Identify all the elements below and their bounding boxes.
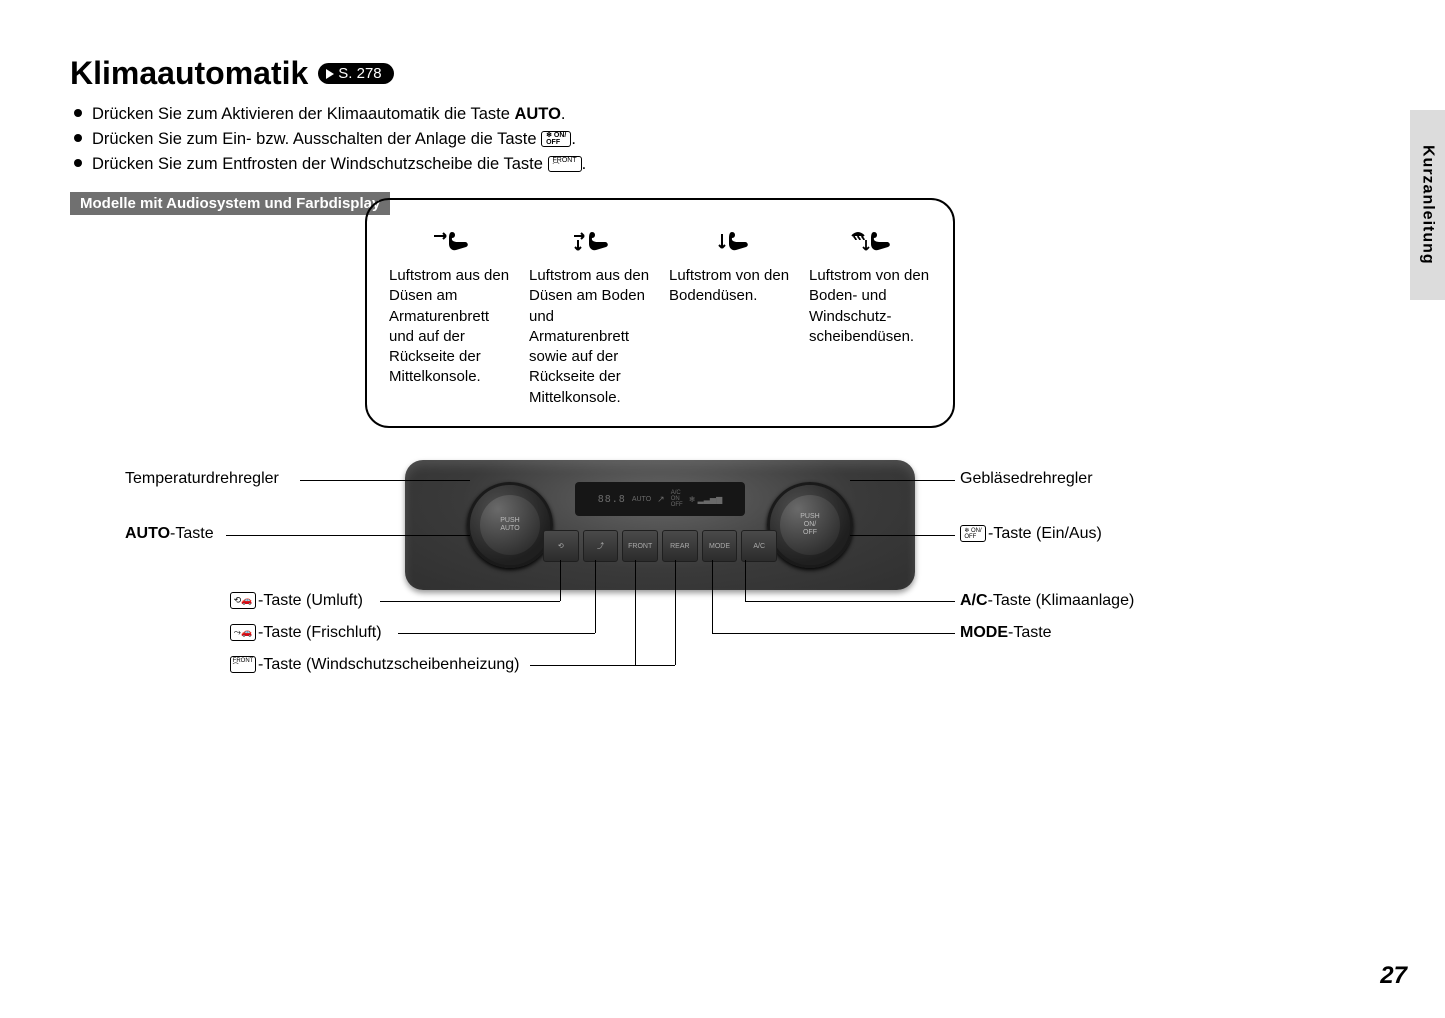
instruction-item: Drücken Sie zum Ein- bzw. Ausschalten de… (70, 127, 1350, 152)
temp-segment: 88.8 (598, 494, 626, 505)
text: Drücken Sie zum Aktivieren der Klimaauto… (92, 105, 514, 123)
mode-floor: Luftstrom von den Bodendüsen. (669, 224, 791, 408)
recirculation-button[interactable]: ⟲ (543, 530, 579, 562)
callout-line (712, 633, 955, 634)
fan-bars-icon: ❄ ▂▃▅▆ (689, 495, 723, 504)
mode-label: Luftstrom aus den Düsen am Armaturenbret… (389, 266, 511, 388)
mode-floor-defrost-icon (809, 224, 931, 258)
instruction-item: Drücken Sie zum Aktivieren der Klimaauto… (70, 102, 1350, 127)
callout-ac-button: A/C-Taste (Klimaanlage) (960, 592, 1134, 610)
callout-line (745, 601, 955, 602)
callout-line (300, 480, 470, 481)
mode-face-floor: Luftstrom aus den Düsen am Boden und Arm… (529, 224, 651, 408)
page-title: Klimaautomatik (70, 55, 308, 92)
callout-line (226, 535, 470, 536)
callout-fresh-air: ⤳🚗-Taste (Frischluft) (230, 624, 382, 642)
callout-line (380, 601, 560, 602)
page-ref-pill: S. 278 (318, 63, 393, 84)
callout-line (712, 560, 713, 633)
climate-display: 88.8 AUTO ↗ A/CONOFF ❄ ▂▃▅▆ (575, 482, 745, 516)
instruction-item: Drücken Sie zum Entfrosten der Windschut… (70, 152, 1350, 177)
recirculation-icon: ⟲🚗 (230, 592, 256, 609)
callout-line (850, 535, 955, 536)
instruction-list: Drücken Sie zum Aktivieren der Klimaauto… (70, 102, 1350, 176)
text: Drücken Sie zum Ein- bzw. Ausschalten de… (92, 130, 541, 148)
mode-face: Luftstrom aus den Düsen am Armaturenbret… (389, 224, 511, 408)
mode-label: Luftstrom von den Boden- und Windschutz-… (809, 266, 931, 347)
rear-defrost-button[interactable]: REAR (662, 530, 698, 562)
fan-knob[interactable]: PUSH ON/ OFF (767, 482, 853, 568)
callout-line (530, 665, 635, 666)
callout-onoff-button: ❄ ON/OFF-Taste (Ein/Aus) (960, 525, 1102, 543)
mode-indicator-icon: ↗ (657, 494, 665, 505)
mode-label: Luftstrom aus den Düsen am Boden und Arm… (529, 266, 651, 408)
ac-indicator: A/CONOFF (671, 490, 683, 508)
ac-button[interactable]: A/C (741, 530, 777, 562)
callout-line (635, 560, 636, 665)
text-bold: AUTO (514, 105, 560, 123)
auto-indicator: AUTO (632, 496, 651, 503)
mode-floor-defrost: Luftstrom von den Boden- und Windschutz-… (809, 224, 931, 408)
callout-auto-button: AUTO-Taste (125, 525, 214, 543)
callout-fan-knob: Gebläsedrehregler (960, 470, 1093, 488)
callout-line (745, 560, 746, 601)
text: . (582, 155, 587, 173)
callout-temp-knob: Temperaturdrehregler (125, 470, 279, 488)
mode-face-icon (389, 224, 511, 258)
airflow-modes-panel: Luftstrom aus den Düsen am Armaturenbret… (365, 198, 955, 428)
temperature-knob[interactable]: PUSH AUTO (467, 482, 553, 568)
text: . (571, 130, 576, 148)
section-tab: Kurzanleitung (1410, 110, 1445, 300)
callout-line (398, 633, 595, 634)
callout-recirculation: ⟲🚗-Taste (Umluft) (230, 592, 363, 610)
fresh-air-icon: ⤳🚗 (230, 624, 256, 641)
mode-label: Luftstrom von den Bodendüsen. (669, 266, 791, 307)
fresh-air-button[interactable]: ⤴ (583, 530, 619, 562)
text: . (561, 105, 566, 123)
mode-floor-icon (669, 224, 791, 258)
page-number: 27 (1380, 962, 1407, 990)
onoff-icon: ❄ ON/OFF (960, 525, 986, 542)
climate-panel: PUSH AUTO PUSH ON/ OFF 88.8 AUTO ↗ A/CON… (405, 460, 915, 590)
front-defrost-icon: FRONT⌒ (230, 656, 256, 673)
callout-mode-button: MODE-Taste (960, 624, 1052, 642)
callout-line (635, 665, 675, 666)
front-defrost-button[interactable]: FRONT (622, 530, 658, 562)
onoff-icon: ❄ ON/OFF (541, 131, 571, 147)
callout-front-defrost: FRONT⌒-Taste (Windschutzscheibenheizung) (230, 656, 519, 674)
mode-button[interactable]: MODE (702, 530, 738, 562)
callout-line (595, 560, 596, 633)
text: Drücken Sie zum Entfrosten der Windschut… (92, 155, 548, 173)
model-variant-label: Modelle mit Audiosystem und Farbdisplay (70, 192, 390, 215)
defrost-front-icon: FRONT⌒ (548, 156, 582, 172)
mode-face-floor-icon (529, 224, 651, 258)
callout-line (850, 480, 955, 481)
callout-line (675, 560, 676, 665)
callout-line (560, 560, 561, 601)
